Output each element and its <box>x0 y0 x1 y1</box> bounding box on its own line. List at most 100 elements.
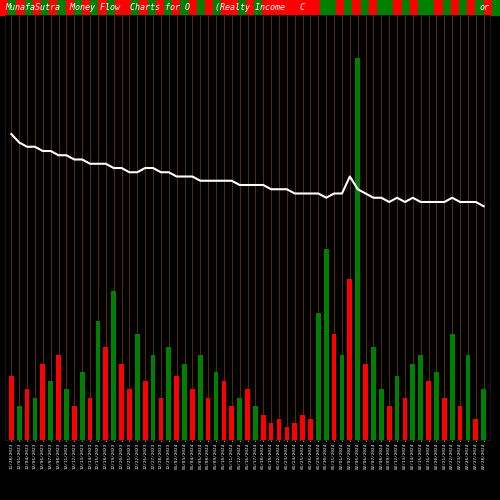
Bar <box>450 334 454 440</box>
Bar <box>143 380 148 440</box>
Bar <box>196 0 205 15</box>
Bar <box>80 372 84 440</box>
Bar <box>304 0 312 15</box>
Bar <box>426 380 431 440</box>
Bar <box>198 355 202 440</box>
Bar <box>287 0 295 15</box>
Bar <box>324 248 328 440</box>
Bar <box>41 0 49 15</box>
Bar <box>316 312 320 440</box>
Bar <box>442 398 446 440</box>
Bar <box>348 278 352 440</box>
Bar <box>164 0 172 15</box>
Bar <box>119 364 124 440</box>
Bar <box>213 0 222 15</box>
Bar <box>418 355 423 440</box>
Bar <box>172 0 180 15</box>
Bar <box>140 0 147 15</box>
Bar <box>394 0 402 15</box>
Bar <box>458 406 462 440</box>
Bar <box>295 0 304 15</box>
Bar <box>276 419 281 440</box>
Bar <box>112 291 116 440</box>
Bar <box>300 414 305 440</box>
Bar <box>254 0 262 15</box>
Bar <box>40 364 45 440</box>
Bar <box>360 0 369 15</box>
Bar <box>385 0 394 15</box>
Text: (Realty Income   C: (Realty Income C <box>215 2 305 12</box>
Bar <box>292 423 297 440</box>
Bar <box>484 0 492 15</box>
Bar <box>16 0 24 15</box>
Bar <box>308 419 313 440</box>
Bar <box>88 398 92 440</box>
Bar <box>238 0 246 15</box>
Bar <box>356 58 360 440</box>
Bar <box>476 0 484 15</box>
Bar <box>24 389 29 440</box>
Bar <box>284 427 289 440</box>
Bar <box>492 0 500 15</box>
Bar <box>64 389 69 440</box>
Bar <box>269 423 274 440</box>
Bar <box>148 0 156 15</box>
Bar <box>9 376 14 440</box>
Bar <box>135 334 140 440</box>
Bar <box>369 0 377 15</box>
Bar <box>352 0 360 15</box>
Bar <box>246 0 254 15</box>
Bar <box>49 0 58 15</box>
Bar <box>332 334 336 440</box>
Bar <box>150 355 156 440</box>
Bar <box>328 0 336 15</box>
Bar <box>410 364 415 440</box>
Bar <box>206 398 210 440</box>
Bar <box>474 419 478 440</box>
Bar <box>363 364 368 440</box>
Bar <box>434 0 442 15</box>
Bar <box>402 398 407 440</box>
Bar <box>230 406 234 440</box>
Bar <box>74 0 82 15</box>
Bar <box>222 0 230 15</box>
Bar <box>174 376 179 440</box>
Bar <box>278 0 287 15</box>
Bar <box>459 0 467 15</box>
Bar <box>402 0 410 15</box>
Bar <box>270 0 278 15</box>
Bar <box>48 380 53 440</box>
Bar <box>238 398 242 440</box>
Bar <box>127 389 132 440</box>
Bar <box>115 0 123 15</box>
Bar <box>66 0 74 15</box>
Bar <box>205 0 213 15</box>
Bar <box>379 389 384 440</box>
Bar <box>261 414 266 440</box>
Bar <box>98 0 106 15</box>
Bar <box>426 0 434 15</box>
Bar <box>467 0 475 15</box>
Bar <box>371 346 376 440</box>
Bar <box>158 398 164 440</box>
Bar <box>96 321 100 440</box>
Bar <box>166 346 171 440</box>
Bar <box>214 372 218 440</box>
Bar <box>58 0 66 15</box>
Bar <box>482 389 486 440</box>
Bar <box>33 0 41 15</box>
Bar <box>131 0 140 15</box>
Bar <box>262 0 270 15</box>
Bar <box>451 0 459 15</box>
Bar <box>320 0 328 15</box>
Bar <box>180 0 188 15</box>
Bar <box>106 0 115 15</box>
Bar <box>24 0 33 15</box>
Bar <box>182 364 187 440</box>
Bar <box>17 406 21 440</box>
Bar <box>32 398 38 440</box>
Bar <box>190 389 194 440</box>
Bar <box>336 0 344 15</box>
Text: or: or <box>480 2 490 12</box>
Bar <box>442 0 451 15</box>
